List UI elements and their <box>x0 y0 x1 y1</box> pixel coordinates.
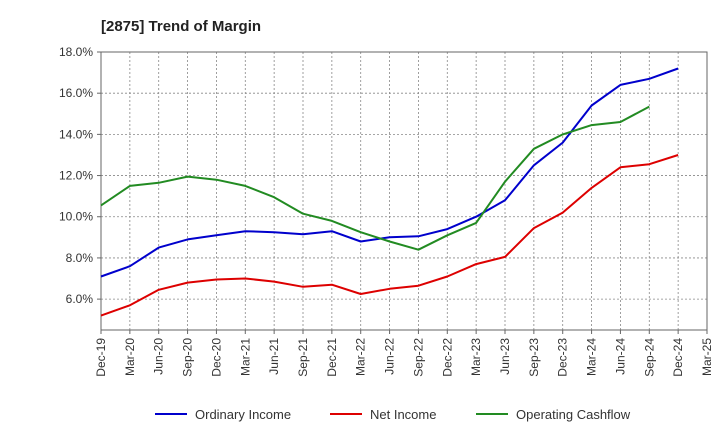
x-tick-label: Dec-22 <box>440 338 454 377</box>
y-tick-label: 14.0% <box>59 127 93 141</box>
x-tick-label: Mar-22 <box>354 338 368 376</box>
y-tick-label: 6.0% <box>66 292 94 306</box>
x-tick-label: Mar-24 <box>585 338 599 376</box>
y-tick-label: 12.0% <box>59 169 93 183</box>
series-line-0 <box>100 67 679 278</box>
x-tick-label: Dec-20 <box>209 338 223 377</box>
x-tick-label: Mar-20 <box>123 338 137 376</box>
x-tick-label: Jun-22 <box>383 338 397 375</box>
chart-title: [2875] Trend of Margin <box>101 18 261 35</box>
x-axis: Dec-19 Mar-20 Jun-20 Sep-20 Dec-20 Mar-21 Jun-… <box>94 330 714 377</box>
legend-label: Ordinary Income <box>195 407 291 422</box>
y-tick-label: 16.0% <box>59 86 93 100</box>
x-tick-label: Jun-21 <box>267 338 281 375</box>
x-tick-label: Sep-22 <box>411 338 425 377</box>
x-tick-label: Dec-23 <box>556 338 570 377</box>
x-tick-label: Sep-21 <box>296 338 310 377</box>
x-tick-label: Jun-20 <box>152 338 166 375</box>
y-tick-label: 18.0% <box>59 45 93 59</box>
series-line-1 <box>100 154 679 317</box>
legend-label: Operating Cashflow <box>516 407 631 422</box>
x-tick-label: Mar-23 <box>469 338 483 376</box>
x-tick-label: Jun-23 <box>498 338 512 375</box>
x-tick-label: Dec-19 <box>94 338 108 377</box>
x-tick-label: Mar-25 <box>700 338 714 376</box>
x-tick-label: Jun-24 <box>613 338 627 375</box>
series-lines <box>100 67 679 317</box>
y-axis: 6.0% 8.0% 10.0% 12.0% 14.0% 16.0% 18.0% <box>59 45 101 306</box>
x-tick-label: Dec-24 <box>671 338 685 377</box>
x-tick-label: Sep-23 <box>527 338 541 377</box>
x-tick-label: Mar-21 <box>238 338 252 376</box>
x-tick-label: Dec-21 <box>325 338 339 377</box>
x-tick-label: Sep-24 <box>642 338 656 377</box>
plot-frame <box>100 51 708 331</box>
series-line-2 <box>100 105 650 251</box>
x-tick-label: Sep-20 <box>181 338 195 377</box>
legend: Ordinary Income Net Income Operating Cashf… <box>155 407 631 422</box>
y-tick-label: 10.0% <box>59 210 93 224</box>
y-tick-label: 8.0% <box>66 251 94 265</box>
legend-label: Net Income <box>370 407 436 422</box>
grid <box>101 52 707 330</box>
